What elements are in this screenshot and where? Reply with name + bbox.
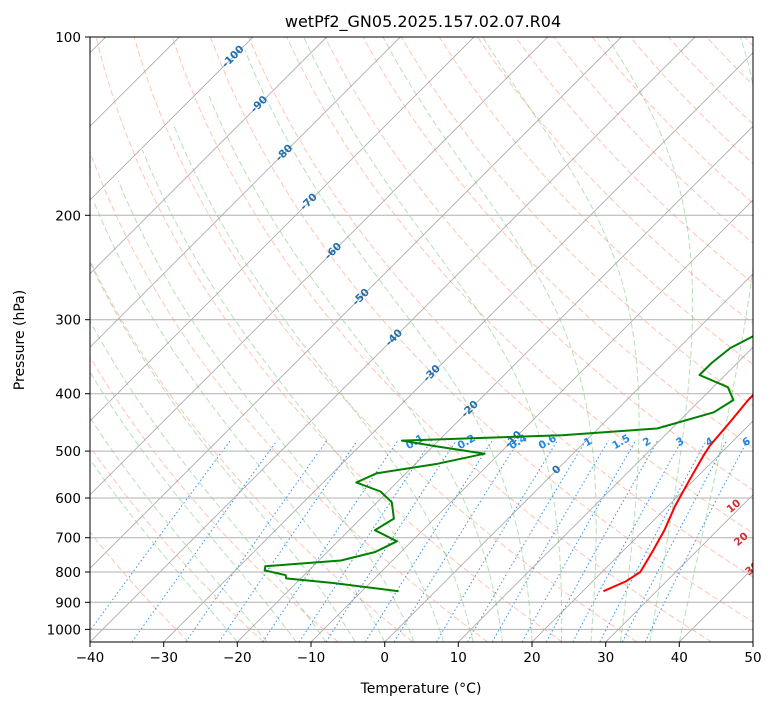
- y-axis-label: Pressure (hPa): [12, 290, 28, 390]
- y-tick-label: 500: [55, 444, 81, 460]
- dry-adiabat-line: [515, 37, 753, 284]
- x-tick-label: −30: [149, 650, 178, 666]
- moist-adiabat-line: [90, 370, 297, 642]
- pressure-gridlines: [90, 37, 753, 630]
- y-tick-label: 400: [55, 387, 81, 403]
- isotherm-line: [90, 37, 254, 201]
- isotherm-line: [90, 37, 549, 496]
- profile-series: [263, 335, 753, 593]
- moist-adiabat-line: [90, 261, 356, 642]
- isotherm-line: [531, 420, 753, 642]
- moist-adiabat-line: [303, 37, 563, 642]
- y-tick-label: 800: [55, 565, 81, 581]
- isotherm-line: [90, 37, 622, 569]
- y-tick-label: 1000: [47, 622, 81, 638]
- isotherms: [90, 37, 753, 642]
- moist-adiabat-line: [606, 37, 694, 642]
- mixing-ratio-line: [644, 440, 748, 642]
- x-axis-label: Temperature (°C): [360, 681, 482, 697]
- mixing-ratio-line: [467, 440, 587, 642]
- moist-adiabat-line: [678, 37, 753, 642]
- chart-title: wetPf2_GN05.2025.157.02.07.R04: [285, 12, 561, 32]
- x-tick-label: 20: [523, 650, 540, 666]
- isotherm-line: [90, 37, 696, 642]
- isotherm-line: [457, 346, 753, 642]
- mixing-ratio-line: [298, 440, 432, 642]
- moist-adiabat-line: [244, 49, 533, 642]
- isotherm-line: [90, 37, 328, 275]
- plot-area: -100-90-80-70-60-50-40-30-20-1000.1 0.2 0.…: [90, 37, 762, 642]
- isotherm-line: [384, 273, 753, 642]
- temperature-profile-line: [602, 393, 753, 593]
- theta-label: 30: [743, 560, 762, 579]
- moist-adiabat-line: [117, 180, 415, 642]
- mixing-ratio-line: [572, 440, 683, 642]
- dry-adiabat-line: [400, 37, 753, 407]
- x-tick-label: 10: [450, 650, 467, 666]
- isotherm-line: [236, 125, 753, 642]
- plot-frame: [89, 36, 754, 643]
- y-tick-label: 900: [55, 595, 81, 611]
- x-tick-label: 50: [744, 650, 761, 666]
- dry-adiabat-line: [133, 37, 638, 642]
- isotherm-line: [90, 37, 401, 348]
- dry-adiabat-line: [90, 150, 488, 642]
- moist-adiabat-line: [93, 201, 386, 642]
- dry-adiabat-line: [438, 37, 753, 366]
- dry-adiabat-line: [248, 37, 753, 578]
- y-tick-label: 700: [55, 531, 81, 547]
- mixing-ratio-line: [325, 440, 457, 642]
- y-tick-label: 300: [55, 313, 81, 329]
- dry-adiabat-line: [171, 37, 712, 642]
- moist-adiabat-line: [90, 320, 327, 642]
- dry-adiabat-line: [210, 37, 753, 623]
- isotherm-line: [90, 37, 475, 422]
- x-tick-label: −10: [297, 650, 326, 666]
- y-tick-label: 600: [55, 491, 81, 507]
- dry-adiabat-line: [90, 445, 264, 642]
- dewpoint-profile-line: [263, 335, 753, 593]
- mixing-ratio-line: [131, 440, 278, 642]
- mixing-ratio-line: [491, 440, 609, 642]
- x-tick-label: 0: [380, 650, 389, 666]
- x-tick-label: 40: [671, 650, 688, 666]
- moist-adiabat-line: [382, 37, 597, 642]
- mixing-ratio-line: [545, 440, 659, 642]
- isotherm-line: [163, 52, 753, 642]
- x-axis-ticks: −40 −30 −20 −10 0 10 20 30 40 50: [76, 642, 762, 666]
- isotherm-line: [310, 199, 753, 642]
- moist-adiabat-line: [482, 37, 640, 642]
- mixing-ratio-line: [185, 440, 328, 642]
- moist-adiabat-line: [90, 458, 238, 642]
- dry-adiabat-line: [90, 356, 339, 642]
- x-tick-label: −40: [76, 650, 105, 666]
- x-tick-label: 30: [597, 650, 614, 666]
- y-axis-ticks: 100 200 300 400 500 600 700 800 900 1000: [47, 30, 90, 638]
- mixing-ratio-line: [435, 440, 558, 642]
- x-tick-label: −20: [223, 650, 252, 666]
- mixing-ratio-line: [364, 440, 493, 642]
- mixing-ratio-line: [90, 440, 231, 632]
- mixing-ratio-line: [521, 440, 637, 642]
- isotherm-line: [605, 494, 753, 642]
- mixing-ratio-line: [262, 440, 399, 642]
- y-tick-label: 200: [55, 208, 81, 224]
- dry-adiabat-line: [90, 531, 190, 642]
- y-tick-label: 100: [55, 30, 81, 46]
